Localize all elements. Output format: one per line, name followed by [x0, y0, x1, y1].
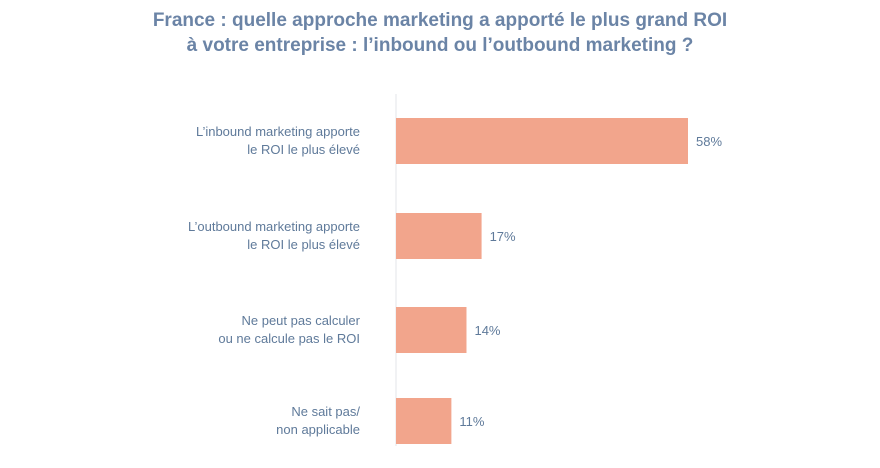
value-labels-group: 58% 17% 14% 11%: [459, 134, 722, 429]
category-label-3-line-1: Ne peut pas calculer: [241, 313, 360, 328]
category-label-4-line-1: Ne sait pas/: [291, 404, 360, 419]
category-labels-group: L’inbound marketing apporte le ROI le plu…: [188, 124, 361, 437]
bar-2: [396, 213, 482, 259]
category-label-1-line-1: L’inbound marketing apporte: [196, 124, 360, 139]
value-label-2: 17%: [490, 229, 516, 244]
bar-3: [396, 307, 467, 353]
chart-title-line-1: France : quelle approche marketing a app…: [152, 10, 728, 31]
category-label-1-line-2: le ROI le plus élevé: [247, 142, 360, 157]
chart-title: France : quelle approche marketing a app…: [0, 8, 880, 58]
category-label-3: Ne peut pas calculer ou ne calcule pas le…: [218, 313, 360, 346]
chart-title-line-2: à votre entreprise : l’inbound ou l’outb…: [186, 35, 694, 56]
category-label-3-line-2: ou ne calcule pas le ROI: [218, 331, 360, 346]
category-label-4: Ne sait pas/non applicable: [276, 404, 360, 437]
category-label-2-line-1: L’outbound marketing apporte: [188, 219, 360, 234]
value-label-1: 58%: [696, 134, 722, 149]
value-label-3: 14%: [474, 323, 500, 338]
category-label-4-line-2: non applicable: [276, 422, 360, 437]
bar-4: [396, 398, 452, 444]
category-label-2-line-2: le ROI le plus élevé: [247, 237, 360, 252]
value-label-4: 11%: [459, 414, 484, 429]
category-label-2: L’outbound marketing apporte le ROI le pl…: [188, 219, 360, 252]
bars-group: [396, 118, 688, 444]
category-label-1: L’inbound marketing apporte le ROI le plu…: [196, 124, 360, 157]
bar-1: [396, 118, 688, 164]
